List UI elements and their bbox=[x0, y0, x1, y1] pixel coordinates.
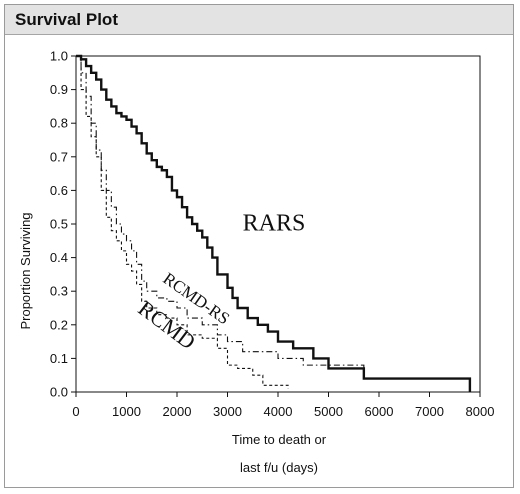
panel-title: Survival Plot bbox=[15, 10, 118, 29]
x-tick-label: 3000 bbox=[213, 404, 242, 419]
plot-frame bbox=[75, 55, 481, 393]
y-tick-label: 0.6 bbox=[50, 183, 68, 198]
x-tick-label: 6000 bbox=[365, 404, 394, 419]
y-tick-label: 1.0 bbox=[50, 49, 68, 64]
y-tick-label: 0.8 bbox=[50, 116, 68, 131]
series-label-rars: RARS bbox=[243, 211, 306, 237]
survival-plot-panel: Survival Plot bbox=[4, 4, 514, 488]
y-axis-label: Proportion Surviving bbox=[18, 212, 33, 329]
series-rcmd-curve bbox=[76, 55, 289, 389]
y-tick-label: 0.4 bbox=[50, 250, 68, 265]
y-axis-ticks: 0.0 0.1 0.2 0.3 0.4 0.5 0.6 0.7 0.8 0.9 1.0 bbox=[50, 49, 76, 400]
x-axis-ticks: 0 1000 2000 3000 4000 5000 6000 7000 8000 bbox=[72, 392, 494, 419]
x-tick-label: 2000 bbox=[163, 404, 192, 419]
x-tick-label: 1000 bbox=[112, 404, 141, 419]
x-tick-label: 5000 bbox=[314, 404, 343, 419]
x-tick-label: 7000 bbox=[415, 404, 444, 419]
y-tick-label: 0.1 bbox=[50, 351, 68, 366]
y-tick-label: 0.3 bbox=[50, 284, 68, 299]
panel-titlebar[interactable]: Survival Plot bbox=[5, 5, 513, 35]
x-tick-label: 4000 bbox=[264, 404, 293, 419]
x-tick-label: 8000 bbox=[466, 404, 495, 419]
y-tick-label: 0.7 bbox=[50, 149, 68, 164]
x-tick-label: 0 bbox=[72, 404, 79, 419]
series-rars-curve bbox=[76, 54, 472, 392]
x-axis-label-line1: Time to death or bbox=[232, 432, 327, 447]
y-tick-label: 0.9 bbox=[50, 82, 68, 97]
y-tick-label: 0.5 bbox=[50, 217, 68, 232]
x-axis-label-line2: last f/u (days) bbox=[240, 460, 318, 475]
y-tick-label: 0.2 bbox=[50, 317, 68, 332]
y-tick-label: 0.0 bbox=[50, 385, 68, 400]
survival-curves bbox=[76, 54, 472, 392]
series-rcmd-rs-curve bbox=[76, 55, 365, 372]
